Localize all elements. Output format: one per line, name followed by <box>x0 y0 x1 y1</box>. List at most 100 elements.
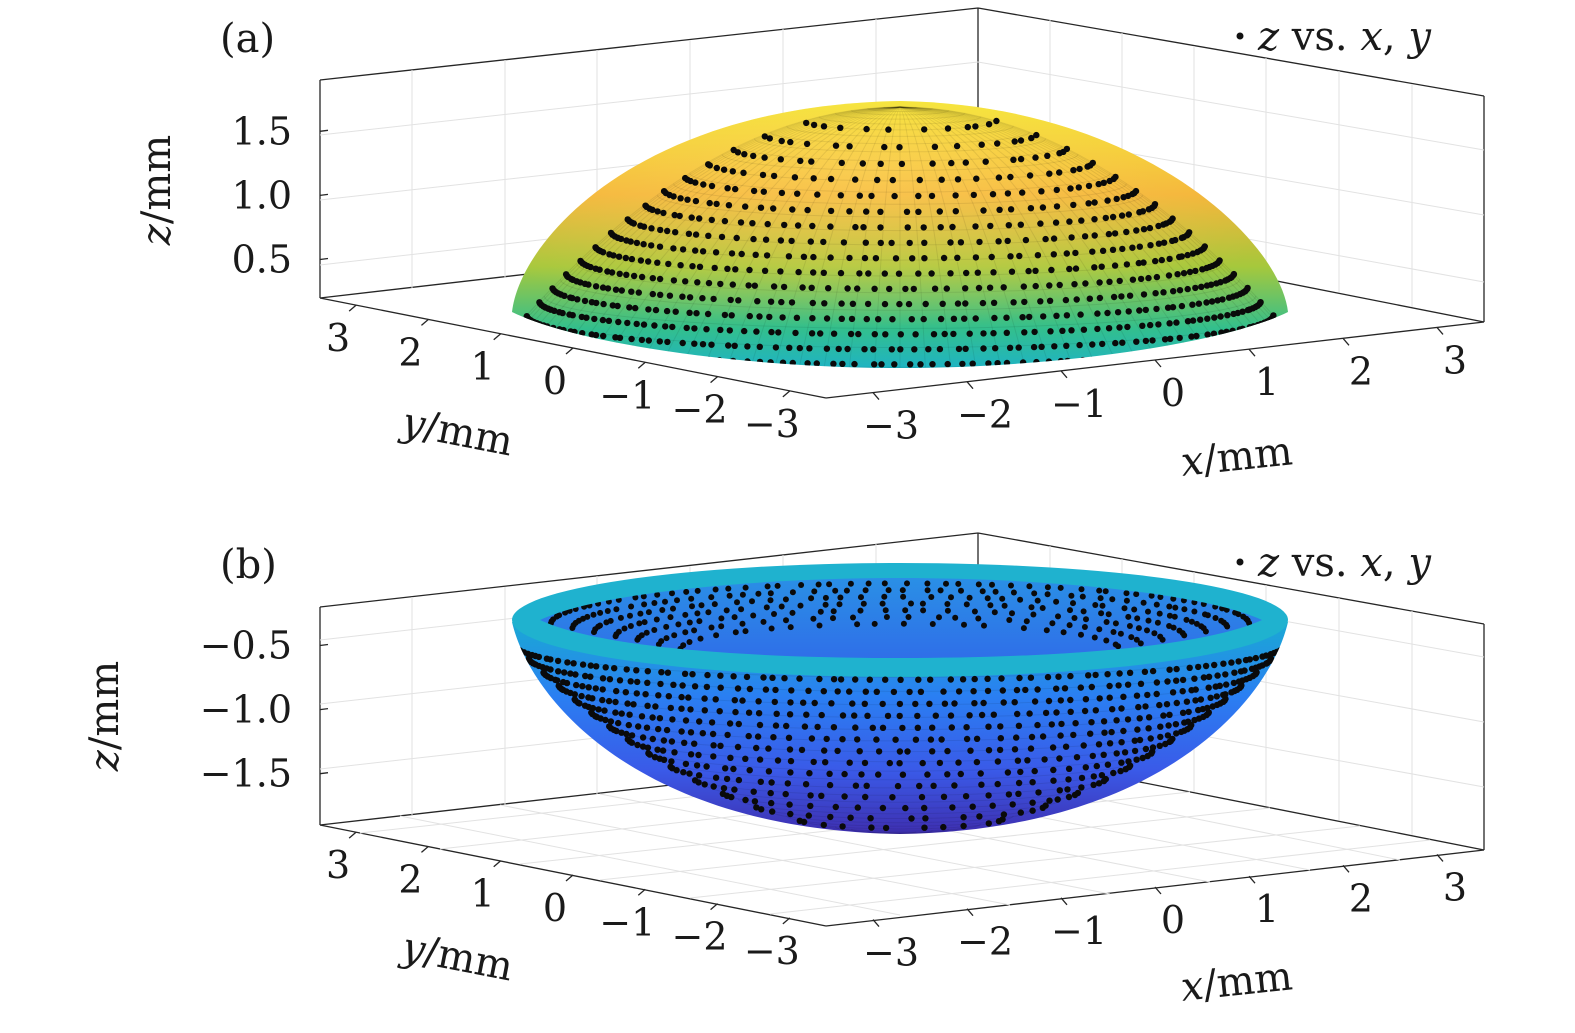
sample-point-b-inner <box>1053 598 1060 605</box>
sample-point-b <box>1173 699 1181 707</box>
sample-point-a <box>1046 282 1053 289</box>
sample-point-b-inner <box>1156 610 1163 617</box>
sample-point-b <box>638 713 646 720</box>
sample-point-a <box>745 282 752 289</box>
sample-point-b <box>936 759 944 767</box>
sample-point-b <box>644 702 651 709</box>
sample-point-b-inner <box>787 624 794 631</box>
sample-point-b <box>1095 780 1103 787</box>
sample-point-b-inner <box>627 612 633 619</box>
sample-point-a <box>682 278 689 285</box>
sample-point-a <box>1072 249 1079 257</box>
mesh-line-a <box>899 106 952 368</box>
sample-point-a <box>961 315 968 322</box>
sample-point-a <box>994 360 1001 367</box>
sample-point-a <box>1210 330 1218 337</box>
sample-point-a <box>852 223 859 231</box>
sample-point-b-inner <box>811 588 818 595</box>
sample-point-a <box>778 137 785 145</box>
sample-point-b-inner <box>1224 623 1231 630</box>
sample-point-a <box>794 190 801 197</box>
sample-point-b <box>717 742 724 749</box>
sample-point-a <box>793 314 801 321</box>
sample-point-b <box>543 655 551 662</box>
sample-point-b <box>1169 689 1177 696</box>
sample-point-b <box>1212 683 1219 690</box>
sample-point-b <box>862 688 869 695</box>
sample-point-b-inner <box>944 601 951 607</box>
mesh-line-a <box>899 106 926 368</box>
sample-point-a <box>1038 343 1045 350</box>
sample-point-b <box>912 736 920 743</box>
sample-point-a <box>929 160 936 167</box>
x-tick-label: −1 <box>1051 909 1107 953</box>
sample-point-b-inner <box>979 588 986 595</box>
sample-point-a <box>1007 173 1014 181</box>
sample-point-a <box>1271 334 1279 341</box>
sample-point-b <box>973 735 981 742</box>
sample-point-a <box>889 176 896 184</box>
sample-point-a <box>656 275 664 283</box>
y-tick-mark <box>493 333 502 341</box>
sample-point-a <box>1189 317 1197 324</box>
sample-point-a <box>921 255 928 262</box>
sample-point-a <box>1193 332 1200 340</box>
sample-point-b-inner <box>1044 591 1051 598</box>
sample-point-a <box>1098 263 1105 270</box>
sample-point-b-inner <box>1043 627 1050 634</box>
x-tick-mark <box>1342 337 1350 346</box>
sample-point-b-inner <box>1123 597 1130 604</box>
sample-point-a <box>512 327 518 334</box>
sample-point-b <box>660 737 668 744</box>
sample-point-a <box>744 343 751 350</box>
sample-point-b <box>847 814 854 821</box>
sample-point-a <box>672 308 679 315</box>
sample-point-b <box>571 696 578 703</box>
sample-point-b-inner <box>739 591 746 598</box>
sample-point-b-inner <box>617 614 624 621</box>
sample-point-b <box>1104 761 1112 768</box>
sample-point-b <box>746 685 754 693</box>
sample-point-a <box>1129 244 1136 251</box>
sample-point-b-inner <box>1117 630 1124 637</box>
sample-point-a <box>588 331 595 338</box>
sample-point-b <box>1117 767 1124 775</box>
sample-point-b-inner <box>1098 610 1105 617</box>
sample-point-a <box>1120 194 1127 201</box>
sample-point-b <box>671 749 678 756</box>
sample-point-a <box>993 117 1000 125</box>
sample-point-a <box>979 299 987 307</box>
sample-point-b-inner <box>1144 627 1150 634</box>
sample-point-b-inner <box>723 607 730 614</box>
sample-point-a <box>635 289 642 296</box>
sample-point-b-inner <box>857 607 864 614</box>
sample-point-b <box>1106 682 1113 690</box>
sample-point-b-inner <box>1159 636 1166 643</box>
sample-point-b <box>665 693 672 700</box>
sample-point-a <box>644 352 652 359</box>
y-tick-mark <box>421 318 429 326</box>
sample-point-b <box>758 806 765 813</box>
sample-point-a <box>1026 313 1033 321</box>
sample-point-b <box>873 736 880 743</box>
sample-point-b-inner <box>843 587 850 594</box>
sample-point-a <box>1032 267 1039 274</box>
sample-point-b <box>997 735 1004 742</box>
sample-point-b <box>1056 787 1064 794</box>
sample-point-a <box>1277 331 1284 339</box>
sample-point-b <box>1016 674 1023 682</box>
sample-point-b-inner <box>826 581 833 588</box>
sample-point-a <box>1004 237 1011 245</box>
sample-point-a <box>837 269 845 277</box>
sample-point-a <box>908 316 915 323</box>
sample-point-a <box>1153 305 1160 313</box>
sample-point-a <box>807 238 814 245</box>
sample-point-b-inner <box>637 610 644 617</box>
sample-point-b-inner <box>899 587 906 594</box>
sample-point-a <box>1033 131 1040 139</box>
sample-point-b <box>802 781 810 788</box>
sample-point-b <box>879 700 886 708</box>
sample-point-b <box>770 734 777 741</box>
sample-point-a <box>1113 195 1120 203</box>
sample-point-a <box>705 279 713 287</box>
